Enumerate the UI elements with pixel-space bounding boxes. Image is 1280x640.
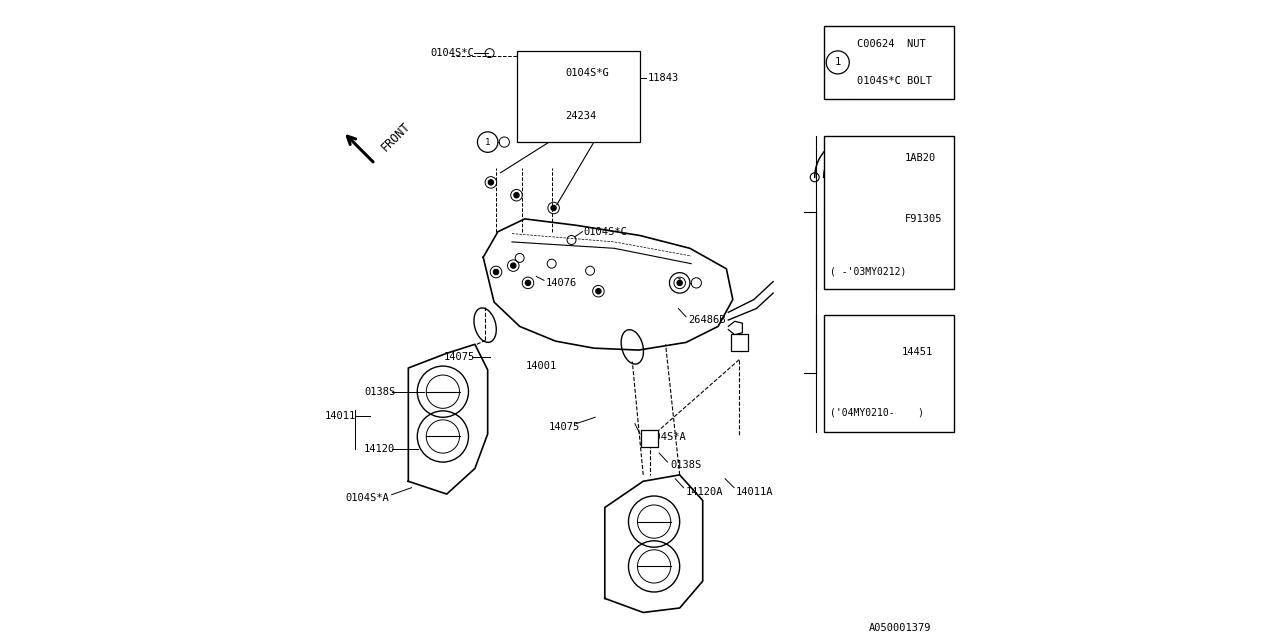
Text: 0138S: 0138S <box>671 460 701 470</box>
Text: 24234: 24234 <box>566 111 596 122</box>
Text: A: A <box>736 337 742 348</box>
Bar <box>731 334 748 351</box>
Text: 0104S*C: 0104S*C <box>430 48 474 58</box>
Circle shape <box>515 193 520 198</box>
Text: F91305: F91305 <box>905 214 942 224</box>
Text: 0104S*C: 0104S*C <box>584 227 627 237</box>
Text: 0138S: 0138S <box>365 387 396 397</box>
Text: 14011: 14011 <box>325 411 356 421</box>
Text: 14451: 14451 <box>901 347 933 357</box>
Text: 14001: 14001 <box>526 361 557 371</box>
Circle shape <box>526 280 530 285</box>
Text: ( -'03MY0212): ( -'03MY0212) <box>831 266 906 276</box>
Bar <box>824 136 954 289</box>
Text: 11843: 11843 <box>648 73 678 83</box>
Text: FRONT: FRONT <box>379 120 413 154</box>
Text: 14120: 14120 <box>364 444 394 454</box>
Circle shape <box>677 280 682 285</box>
Circle shape <box>550 205 556 211</box>
Text: A: A <box>646 433 653 444</box>
Text: 1: 1 <box>835 58 841 67</box>
Bar <box>517 51 640 142</box>
Text: 1: 1 <box>485 138 490 147</box>
Circle shape <box>511 263 516 268</box>
Text: 26486B: 26486B <box>689 315 726 325</box>
Text: 0104S*A: 0104S*A <box>346 493 389 503</box>
Text: ('04MY0210-    ): ('04MY0210- ) <box>831 408 924 418</box>
Circle shape <box>489 180 494 185</box>
Text: 14075: 14075 <box>549 422 580 432</box>
Bar <box>824 26 954 99</box>
Circle shape <box>494 269 499 275</box>
Text: 14075: 14075 <box>444 352 475 362</box>
Text: 1: 1 <box>677 278 682 287</box>
Text: 14120A: 14120A <box>686 486 723 497</box>
Bar <box>824 315 954 432</box>
Bar <box>641 430 658 447</box>
Text: A050001379: A050001379 <box>869 623 932 634</box>
Text: 0104S*G: 0104S*G <box>566 68 609 78</box>
Text: C00624  NUT: C00624 NUT <box>858 39 925 49</box>
Text: 0104S*A: 0104S*A <box>643 432 686 442</box>
Text: 14011A: 14011A <box>736 486 773 497</box>
Circle shape <box>596 289 602 294</box>
Text: 1AB20: 1AB20 <box>905 153 936 163</box>
Text: 0104S*C BOLT: 0104S*C BOLT <box>858 76 932 86</box>
Text: 14076: 14076 <box>545 278 576 288</box>
